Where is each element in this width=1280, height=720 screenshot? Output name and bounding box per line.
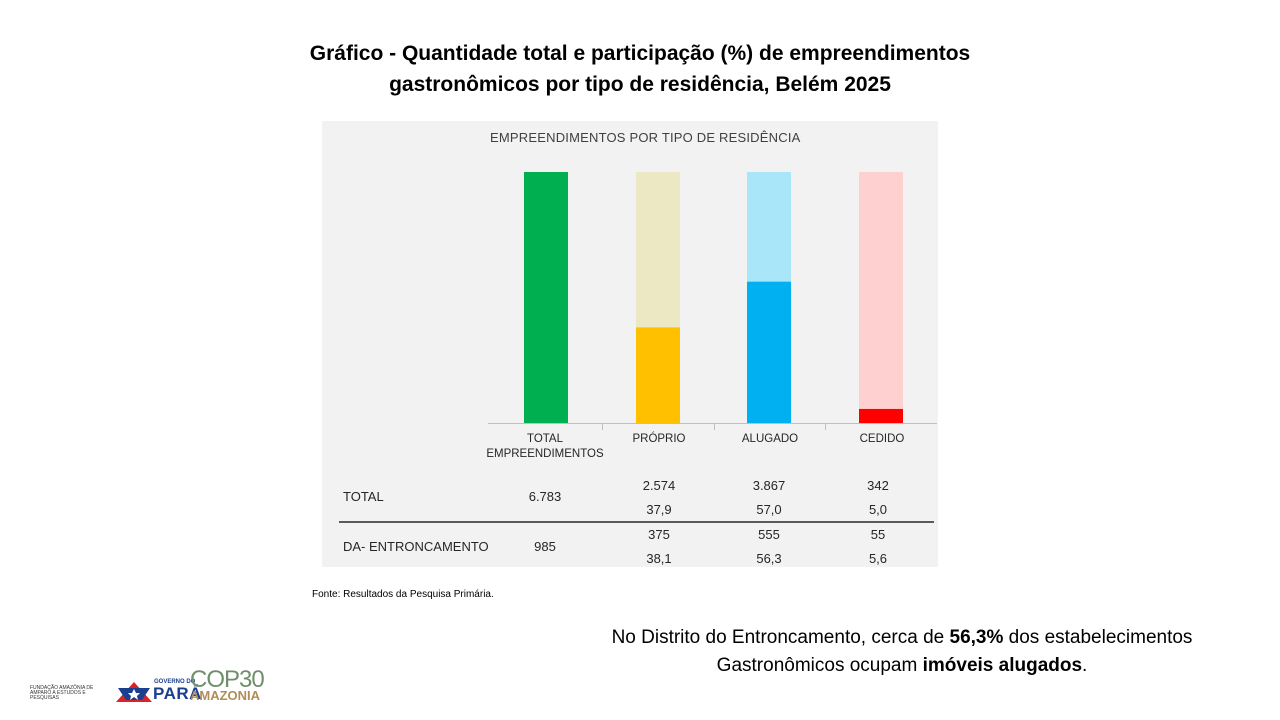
bar-cedido-background	[859, 172, 903, 423]
footer-logos: FUNDAÇÃO AMAZÔNIA DE AMPARO A ESTUDOS E …	[30, 664, 280, 720]
bar-cedido-value	[859, 408, 903, 423]
table-row-label: DA- ENTRONCAMENTO	[343, 539, 489, 554]
chart-title: EMPREENDIMENTOS POR TIPO DE RESIDÊNCIA	[490, 130, 801, 145]
bar-proprio-value	[636, 327, 680, 423]
table-cell-alugado-pct: 56,3	[756, 551, 782, 566]
fapespa-line: PESQUISAS	[30, 695, 59, 701]
chart-panel: EMPREENDIMENTOS POR TIPO DE RESIDÊNCIA T…	[322, 121, 938, 567]
summary-line1: No Distrito do Entroncamento, cerca de 5…	[580, 624, 1224, 652]
fapespa-logo: FUNDAÇÃO AMAZÔNIA DE AMPARO A ESTUDOS E …	[30, 686, 93, 701]
summary-text: Gastronômicos ocupam	[716, 655, 923, 676]
category-label-total-text: TOTAL EMPREENDIMENTOS	[486, 433, 604, 460]
summary-highlight: imóveis alugados	[922, 655, 1083, 676]
source-note: Fonte: Resultados da Pesquisa Primária.	[312, 589, 494, 600]
cop30-logo: COP30	[190, 666, 265, 693]
table-cell-alugado-pct: 57,0	[756, 502, 782, 517]
category-label-proprio: PRÓPRIO	[632, 433, 686, 445]
summary-text: dos estabelecimentos	[1003, 627, 1193, 648]
amazonia-logo: AMAZONIA	[190, 688, 261, 703]
table-cell-alugado-count: 555	[758, 527, 780, 542]
category-label-total: TOTAL EMPREENDIMENTOS	[484, 432, 606, 462]
table-cell-cedido-pct: 5,6	[868, 551, 888, 566]
table-cell-proprio-count: 2.574	[642, 478, 676, 493]
table-cell-total: 985	[534, 539, 556, 554]
summary-highlight: 56,3%	[949, 627, 1004, 648]
table-cell-cedido-pct: 5,0	[868, 502, 888, 517]
table-cell-proprio-pct: 37,9	[646, 502, 672, 517]
bar-alugado-value	[747, 281, 791, 423]
table-cell-alugado-count: 3.867	[752, 478, 786, 493]
para-flag-icon	[116, 678, 152, 702]
bar-total	[524, 172, 568, 423]
table-cell-cedido-count: 55	[870, 527, 886, 542]
chart-plot	[339, 172, 937, 523]
table-cell-total: 6.783	[528, 489, 562, 504]
fapespa-line: FUNDAÇÃO AMAZÔNIA DE	[30, 685, 94, 691]
summary-text: .	[1082, 655, 1088, 676]
fapespa-line: AMPARO A ESTUDOS E	[30, 690, 86, 696]
table-row-label: TOTAL	[343, 489, 384, 504]
category-label-alugado: ALUGADO	[741, 433, 799, 445]
summary-text: No Distrito do Entroncamento, cerca de	[611, 627, 950, 648]
gov-name: PARÁ	[153, 684, 202, 703]
gov-label: GOVERNO DO	[154, 679, 196, 685]
table-cell-proprio-pct: 38,1	[646, 551, 672, 566]
table-cell-cedido-count: 342	[867, 478, 889, 493]
category-label-cedido: CEDIDO	[859, 433, 905, 445]
page-title: Gráfico - Quantidade total e participaçã…	[240, 38, 1040, 100]
table-cell-proprio-count: 375	[648, 527, 670, 542]
page-title-line2: gastronômicos por tipo de residência, Be…	[389, 73, 891, 96]
summary-note: No Distrito do Entroncamento, cerca de 5…	[580, 624, 1224, 680]
summary-line2: Gastronômicos ocupam imóveis alugados.	[580, 652, 1224, 680]
page-title-line1: Gráfico - Quantidade total e participaçã…	[309, 42, 971, 65]
